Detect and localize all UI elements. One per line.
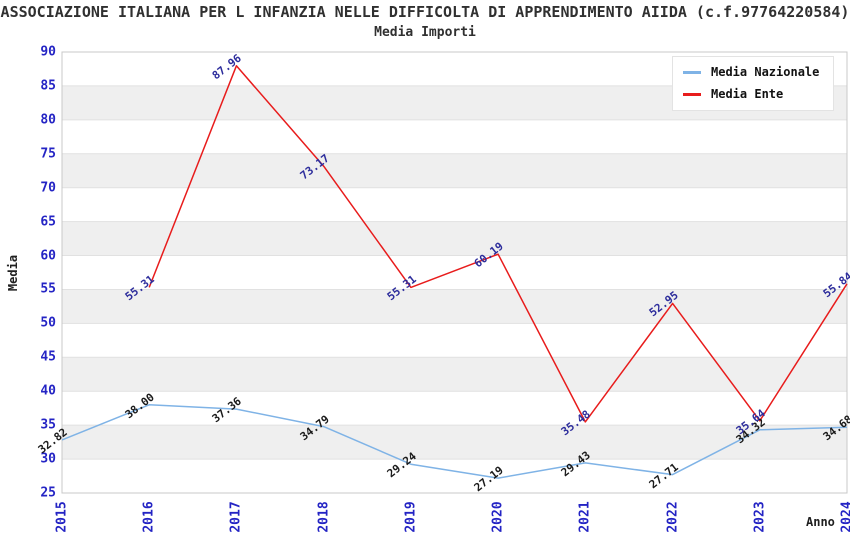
legend-label: Media Ente bbox=[711, 87, 784, 101]
plot-band bbox=[62, 357, 847, 392]
plot-band bbox=[62, 459, 847, 493]
x-axis-tick: 2016 bbox=[141, 501, 157, 533]
x-axis-tick: 2017 bbox=[228, 501, 244, 533]
series-segment-media-nazionale bbox=[61, 404, 848, 479]
y-axis-tick: 50 bbox=[40, 315, 56, 331]
y-axis-tick: 25 bbox=[40, 485, 56, 501]
y-axis-tick: 90 bbox=[40, 44, 56, 60]
y-axis-tick: 80 bbox=[40, 112, 56, 128]
plot-bands bbox=[62, 52, 847, 493]
y-axis-tick: 45 bbox=[40, 349, 56, 365]
y-axis-tick: 40 bbox=[40, 383, 56, 399]
x-axis-tick: 2022 bbox=[665, 501, 681, 533]
series-segment-media-ente bbox=[148, 65, 848, 423]
series-line-media-ente bbox=[148, 65, 848, 423]
x-axis-tick: 2021 bbox=[577, 501, 593, 533]
plot-band bbox=[62, 425, 847, 460]
plot-band bbox=[62, 391, 847, 426]
y-axis-tick: 35 bbox=[40, 417, 56, 433]
x-axis-tick: 2019 bbox=[403, 501, 419, 533]
y-axis-tick: 70 bbox=[40, 180, 56, 196]
legend-line-swatch bbox=[683, 70, 701, 74]
x-axis-title: Anno bbox=[806, 515, 835, 529]
x-axis-tick: 2023 bbox=[752, 501, 768, 533]
y-axis-tick: 75 bbox=[40, 146, 56, 162]
y-axis-tick: 30 bbox=[40, 451, 56, 467]
y-axis-tick: 55 bbox=[40, 281, 56, 297]
chart-title: ASSOCIAZIONE ITALIANA PER L INFANZIA NEL… bbox=[0, 3, 850, 21]
plot-band bbox=[62, 153, 847, 188]
plot-band bbox=[62, 289, 847, 324]
plot-band bbox=[62, 323, 847, 358]
legend-line-swatch bbox=[683, 92, 701, 96]
plot-band bbox=[62, 187, 847, 222]
plot-band bbox=[62, 119, 847, 154]
x-axis-tick: 2018 bbox=[316, 501, 332, 533]
x-axis-tick: 2015 bbox=[54, 501, 70, 533]
y-axis-title: Media bbox=[6, 254, 20, 292]
plot-band bbox=[62, 255, 847, 290]
plot-border bbox=[61, 51, 848, 494]
y-axis-tick: 65 bbox=[40, 214, 56, 230]
x-axis-tick: 2024 bbox=[839, 501, 850, 533]
legend-label: Media Nazionale bbox=[711, 65, 820, 79]
legend-item: Media Ente bbox=[683, 87, 819, 101]
y-axis-tick: 60 bbox=[40, 248, 56, 264]
y-axis-tick: 85 bbox=[40, 78, 56, 94]
legend: Media Nazionale Media Ente bbox=[672, 56, 835, 111]
x-axis-tick: 2020 bbox=[490, 501, 506, 533]
legend-item: Media Nazionale bbox=[683, 65, 819, 79]
chart-subtitle: Media Importi bbox=[374, 25, 476, 40]
plot-band bbox=[62, 221, 847, 256]
series-line-media-nazionale bbox=[61, 404, 848, 479]
